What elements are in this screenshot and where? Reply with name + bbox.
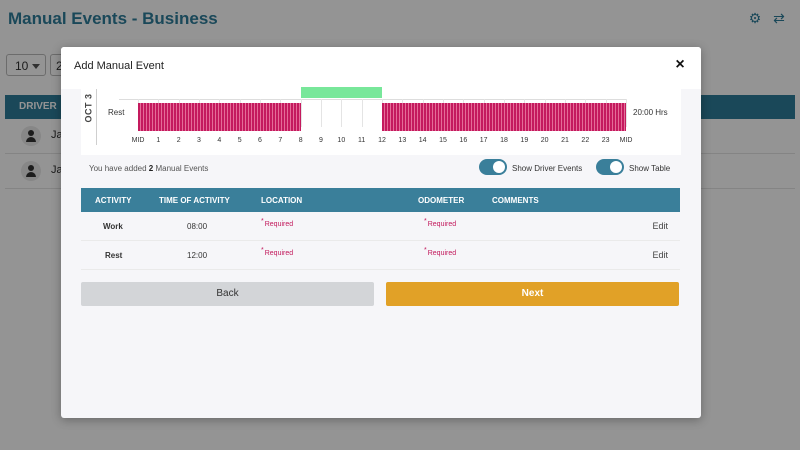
table-row: Work 08:00 *Required *Required Edit xyxy=(81,212,680,241)
date-label: OCT 3 xyxy=(83,93,94,123)
hour-label: 16 xyxy=(459,137,468,144)
edit-button[interactable]: Edit xyxy=(652,221,668,231)
manual-events-table-header: ACTIVITY TIME OF ACTIVITY LOCATION ODOME… xyxy=(81,188,680,212)
gear-icon[interactable]: ⚙ xyxy=(748,10,762,26)
back-button[interactable]: Back xyxy=(81,282,374,306)
required-marker: * xyxy=(261,218,264,225)
odometer-required-text: Required xyxy=(427,250,457,257)
show-table-label: Show Table xyxy=(629,164,671,173)
user-avatar-icon xyxy=(21,126,41,146)
chart-row-label: Rest xyxy=(108,108,125,117)
swap-icon[interactable]: ⇄ xyxy=(773,10,785,26)
hour-label: 12 xyxy=(378,137,386,144)
hour-label: 22 xyxy=(581,137,590,144)
segment-work[interactable] xyxy=(300,87,382,98)
toggle-knob xyxy=(493,161,505,173)
hour-label: 7 xyxy=(278,137,283,144)
column-header-comments: COMMENTS xyxy=(492,196,539,205)
hour-label: 8 xyxy=(298,137,303,144)
hour-label: 17 xyxy=(479,137,488,144)
per-page-select[interactable]: 10 xyxy=(6,54,46,76)
required-marker: * xyxy=(424,247,427,254)
hour-tick xyxy=(361,99,363,127)
toggle-knob xyxy=(610,161,622,173)
info-prefix: You have added xyxy=(89,164,147,173)
hour-label: 13 xyxy=(398,137,407,144)
hour-label: 4 xyxy=(217,137,222,144)
per-page-value: 10 xyxy=(15,59,29,73)
info-suffix: Manual Events xyxy=(155,164,209,173)
info-count: 2 xyxy=(148,164,154,173)
show-driver-events-label: Show Driver Events xyxy=(512,164,583,173)
manual-events-table: ACTIVITY TIME OF ACTIVITY LOCATION ODOME… xyxy=(81,188,680,270)
column-header-odometer: ODOMETER xyxy=(418,196,465,205)
location-required-text: Required xyxy=(264,250,294,257)
hour-label: MID xyxy=(131,137,145,144)
odometer-required-text: Required xyxy=(427,221,457,228)
header-icons: ⚙ ⇄ xyxy=(748,11,786,25)
user-avatar-icon xyxy=(21,161,41,181)
activity-cell: Work xyxy=(103,222,123,231)
time-cell: 08:00 xyxy=(187,222,208,231)
hour-label: 9 xyxy=(319,137,323,144)
column-header-driver: DRIVER xyxy=(19,101,57,112)
hour-label: 19 xyxy=(520,137,529,144)
show-table-toggle[interactable] xyxy=(596,159,624,175)
hour-tick xyxy=(341,99,343,127)
required-marker: * xyxy=(424,218,427,225)
chart-gridline xyxy=(119,99,627,100)
edit-button[interactable]: Edit xyxy=(652,250,668,260)
location-required[interactable]: *Required xyxy=(261,218,294,228)
hour-label: 11 xyxy=(358,137,366,144)
hour-label: 3 xyxy=(197,137,201,144)
next-button[interactable]: Next xyxy=(386,282,679,306)
modal-header: Add Manual Event × xyxy=(61,47,701,89)
hour-label: 23 xyxy=(601,137,610,144)
hour-label: MID xyxy=(619,137,633,144)
show-driver-events-toggle[interactable] xyxy=(479,159,507,175)
hour-label: 5 xyxy=(237,137,242,144)
hour-label: 21 xyxy=(561,137,569,144)
hour-label: 18 xyxy=(500,137,508,144)
hour-label: 10 xyxy=(337,137,346,144)
driver-name: Ja xyxy=(51,164,63,176)
chevron-down-icon xyxy=(32,64,40,69)
required-marker: * xyxy=(261,247,264,254)
total-hours-label: 20:00 Hrs xyxy=(633,108,668,117)
hour-tick xyxy=(626,99,627,127)
location-required[interactable]: *Required xyxy=(261,247,294,257)
modal-title: Add Manual Event xyxy=(74,60,164,72)
add-manual-event-modal: Add Manual Event × OCT 3 Rest 20:00 Hrs … xyxy=(61,47,701,418)
segment-rest[interactable] xyxy=(382,103,626,131)
manual-events-count: You have added 2 Manual Events xyxy=(89,164,208,173)
chart-axis xyxy=(96,89,97,145)
driver-name: Ja xyxy=(51,129,63,141)
hour-label: 14 xyxy=(418,137,427,144)
hour-tick xyxy=(321,99,322,127)
close-icon[interactable]: × xyxy=(675,56,685,73)
column-header-location: LOCATION xyxy=(261,196,303,205)
activity-cell: Rest xyxy=(105,251,123,260)
odometer-required[interactable]: *Required xyxy=(424,218,457,228)
hour-label: 20 xyxy=(540,137,549,144)
column-header-time: TIME OF ACTIVITY xyxy=(159,196,230,205)
hour-label: 2 xyxy=(176,137,181,144)
hour-label: 1 xyxy=(156,137,161,144)
column-header-activity: ACTIVITY xyxy=(95,196,132,205)
hour-label: 6 xyxy=(258,137,262,144)
odometer-required[interactable]: *Required xyxy=(424,247,457,257)
page-title: Manual Events - Business xyxy=(8,9,218,28)
location-required-text: Required xyxy=(264,221,294,228)
segment-rest[interactable] xyxy=(138,103,301,131)
hour-tick xyxy=(300,99,302,127)
table-row: Rest 12:00 *Required *Required Edit xyxy=(81,241,680,270)
hour-label: 15 xyxy=(439,137,447,144)
secondary-select-value: 2 xyxy=(56,59,63,73)
event-timeline-chart: OCT 3 Rest 20:00 Hrs MID 1 2 3 4 5 6 7 8 9 10 11 12 1… xyxy=(81,87,681,155)
time-cell: 12:00 xyxy=(187,251,208,260)
